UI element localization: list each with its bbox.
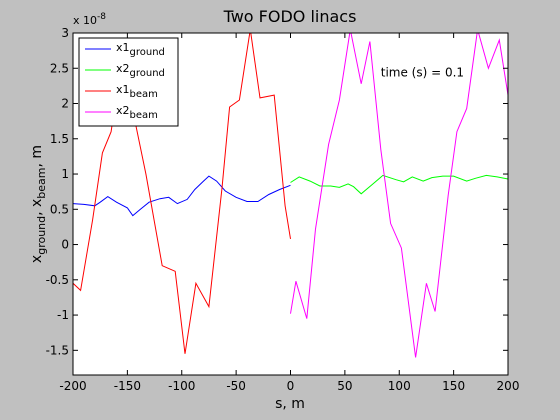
legend-entry-subscript: ground [130, 68, 165, 79]
y-tick-label: 0 [61, 238, 69, 252]
y-label-sub2: beam [35, 167, 48, 198]
y-tick-label: -1 [57, 308, 69, 322]
y-tick-label: 0.5 [50, 202, 69, 216]
x-axis-label: s, m [275, 396, 305, 412]
series-line-x1-beam [73, 33, 291, 354]
x-tick-label: 50 [337, 379, 352, 393]
y-tick-label: 2.5 [50, 61, 69, 75]
x-axis-ticks: -200 -150 -100 -50 0 50 100 150 200 [59, 33, 519, 393]
x-tick-label: -50 [226, 379, 246, 393]
y-label-sub1: ground [35, 216, 48, 255]
legend-entry-label: x2beam [116, 104, 158, 121]
legend-entry-subscript: beam [130, 110, 158, 121]
legend-entry-name: x2 [116, 104, 130, 117]
y-exponent-prefix: x 10 [73, 14, 97, 27]
y-exponent-power: -8 [97, 12, 106, 22]
y-label-main: x [29, 255, 45, 263]
legend-entry-name: x1 [116, 83, 130, 96]
series-line-x2-ground [290, 174, 508, 195]
x-tick-label: 0 [287, 379, 295, 393]
legend-entry-label: x2ground [116, 62, 165, 79]
legend-entry-label: x1beam [116, 83, 158, 100]
x-tick-label: -100 [168, 379, 195, 393]
x-tick-label: 200 [497, 379, 520, 393]
y-tick-label: 2 [61, 97, 69, 111]
x-tick-label: 150 [442, 379, 465, 393]
y-tick-label: 3 [61, 26, 69, 40]
y-axis-ticks: -1.5 -1 -0.5 0 0.5 1 1.5 2 2.5 3 [46, 26, 508, 357]
x-tick-label: 100 [388, 379, 411, 393]
legend-entry-name: x1 [116, 41, 130, 54]
series-layer [73, 33, 508, 358]
chart-title: Two FODO linacs [223, 7, 357, 26]
x-tick-label: -200 [59, 379, 86, 393]
legend-entry-label: x1ground [116, 41, 165, 58]
y-tick-label: 1 [61, 167, 69, 181]
x-tick-label: -150 [114, 379, 141, 393]
y-label-sep: , x [29, 199, 45, 216]
y-axis-label: xground, xbeam, m [29, 145, 48, 263]
legend-entry-name: x2 [116, 62, 130, 75]
y-tick-label: -1.5 [46, 343, 69, 357]
legend-box [78, 37, 179, 127]
y-label-tail: , m [29, 145, 45, 168]
y-exponent-label: x 10-8 [73, 12, 106, 27]
legend-entry-subscript: ground [130, 47, 165, 58]
series-line-x2-beam [290, 33, 508, 358]
legend-entry-subscript: beam [130, 89, 158, 100]
y-tick-label: -0.5 [46, 273, 69, 287]
series-line-x1-ground [73, 175, 291, 217]
time-annotation: time (s) = 0.1 [381, 66, 464, 80]
y-tick-label: 1.5 [50, 132, 69, 146]
